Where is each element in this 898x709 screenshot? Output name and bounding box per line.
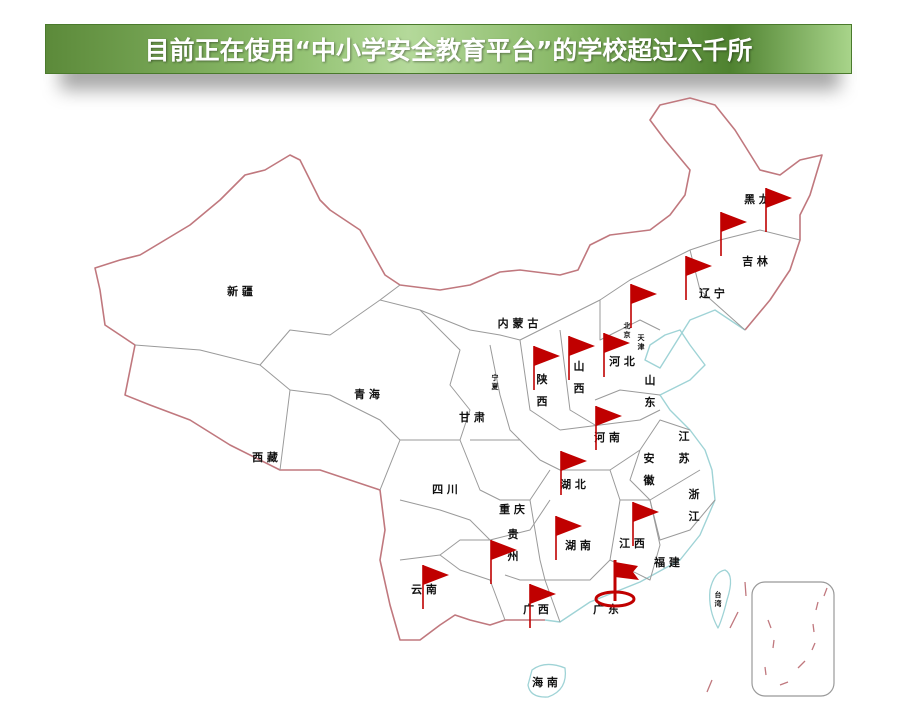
red-flag-icon <box>630 284 657 328</box>
province-label: 新 疆 <box>227 284 253 298</box>
province-label: 吉 林 <box>742 254 768 268</box>
coastline <box>544 309 746 623</box>
province-label: 浙江 <box>689 487 700 523</box>
red-flag-icon <box>560 451 587 495</box>
province-label: 甘 肃 <box>459 410 485 424</box>
red-flag-icon <box>595 406 622 450</box>
province-label: 辽 宁 <box>699 286 725 300</box>
land-border <box>94 97 823 641</box>
page-title: 目前正在使用“中小学安全教育平台”的学校超过六千所 <box>144 36 753 65</box>
province-label: 安徽 <box>643 451 656 487</box>
red-flag-icon <box>603 333 630 377</box>
red-flag-icon <box>765 188 792 232</box>
province-label: 湖 北 <box>560 477 586 491</box>
province-label: 贵州 <box>507 527 519 563</box>
south-china-sea-inset <box>751 581 835 697</box>
province-label: 内 蒙 古 <box>498 316 539 330</box>
province-label: 山西 <box>574 359 585 395</box>
province-label: 海 南 <box>532 675 558 689</box>
province-label: 江苏 <box>679 429 690 465</box>
province-label: 天津 <box>638 333 646 351</box>
province-label: 福 建 <box>653 555 681 569</box>
province-label: 重 庆 <box>499 502 525 516</box>
red-flag-icon <box>720 212 747 256</box>
province-borders <box>134 229 801 623</box>
red-flag-icon <box>490 540 517 584</box>
red-flag-icon <box>685 256 712 300</box>
province-label: 台湾 <box>715 590 722 608</box>
province-label: 河 北 <box>609 354 635 368</box>
province-label: 北京 <box>624 321 631 339</box>
province-label: 黑 龙 <box>744 192 770 206</box>
red-flag-icon <box>632 502 659 546</box>
province-label: 湖 南 <box>565 538 591 552</box>
hainan-outline <box>527 663 567 698</box>
title-banner: 目前正在使用“中小学安全教育平台”的学校超过六千所 <box>45 24 852 74</box>
province-label: 青 海 <box>354 387 380 401</box>
red-flag-icon <box>555 516 582 560</box>
red-flag-icon <box>568 336 595 380</box>
province-label: 江 西 <box>619 536 645 550</box>
province-label: 四 川 <box>432 483 458 496</box>
province-label: 河 南 <box>594 430 620 444</box>
red-flag-icon <box>594 560 639 608</box>
taiwan-outline <box>709 569 732 629</box>
province-label: 广 西 <box>523 602 549 616</box>
province-label: 陕西 <box>537 372 548 408</box>
red-flag-icon <box>529 584 556 628</box>
province-label: 山东 <box>645 373 656 409</box>
red-flag-icon <box>422 565 449 609</box>
province-label: 宁夏 <box>491 373 500 391</box>
province-label: 西 藏 <box>252 450 278 464</box>
red-flag-icon <box>533 346 560 390</box>
nine-dash-line <box>706 581 828 693</box>
province-label: 云 南 <box>411 582 437 596</box>
